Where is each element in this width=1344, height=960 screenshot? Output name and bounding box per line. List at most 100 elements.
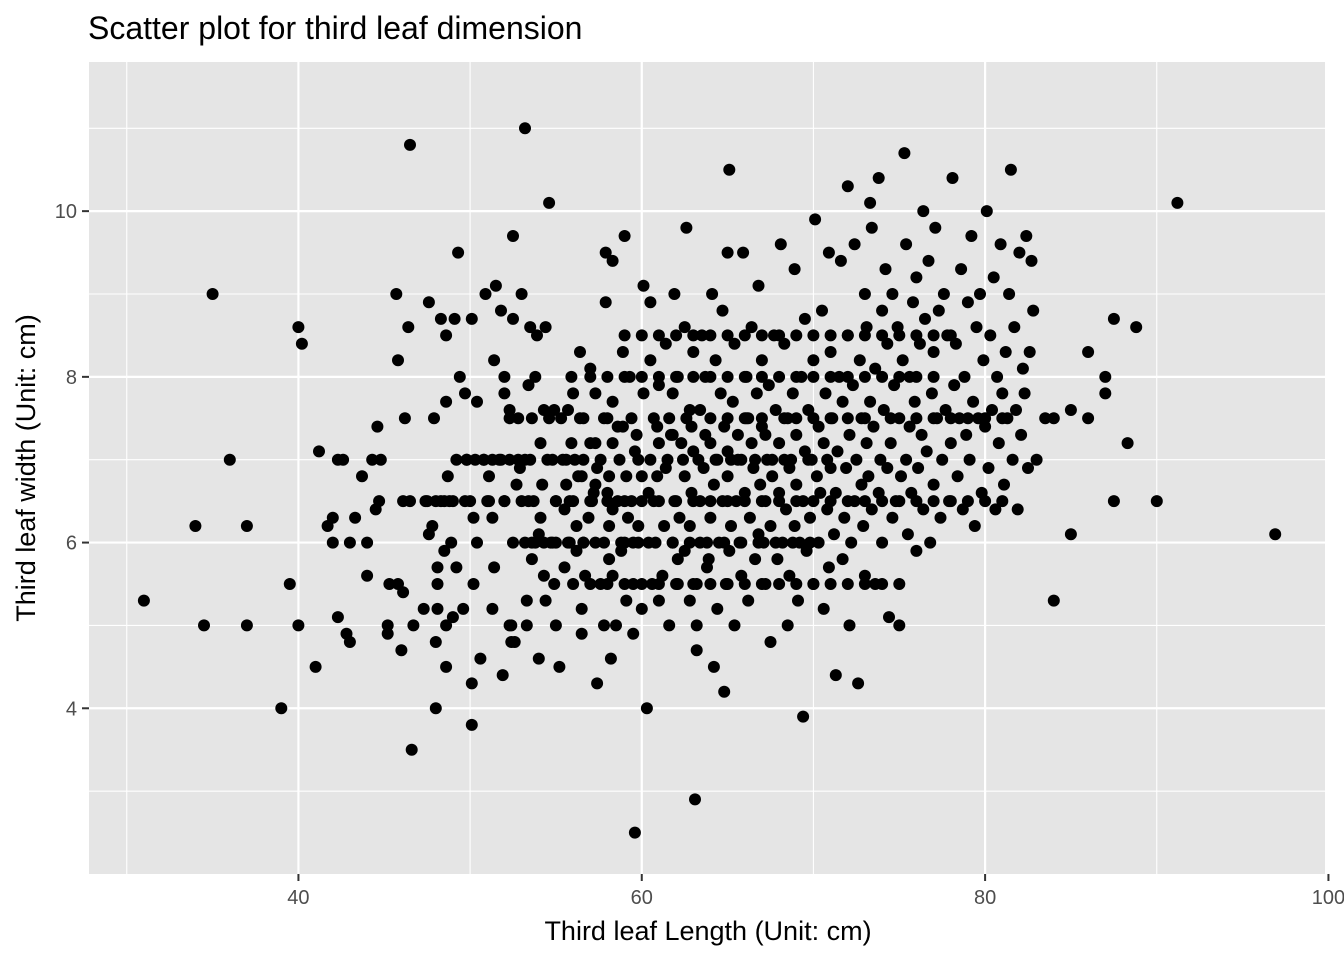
data-point: [292, 321, 305, 334]
data-point: [968, 520, 981, 532]
data-point: [544, 536, 557, 549]
data-point: [283, 578, 296, 590]
data-point: [858, 329, 871, 342]
data-point: [599, 296, 612, 309]
data-point: [448, 312, 461, 325]
data-point: [670, 578, 683, 590]
data-point: [627, 627, 640, 640]
data-point: [934, 511, 947, 524]
data-point: [843, 619, 856, 632]
data-point: [1064, 404, 1077, 416]
data-point: [816, 304, 828, 317]
data-point: [670, 370, 683, 383]
data-point: [1013, 246, 1026, 259]
data-point: [773, 329, 786, 342]
data-point: [711, 602, 724, 615]
data-point: [814, 486, 827, 499]
data-point: [822, 246, 835, 259]
data-point: [872, 172, 885, 184]
data-point: [893, 329, 906, 342]
data-point: [919, 312, 931, 325]
data-point: [915, 428, 928, 441]
data-point: [635, 495, 648, 508]
data-point: [525, 412, 538, 425]
data-point: [591, 677, 604, 690]
data-point: [543, 196, 556, 209]
data-point: [1047, 412, 1060, 425]
data-point: [397, 586, 410, 599]
data-point: [683, 404, 696, 416]
data-point: [606, 254, 619, 267]
data-point: [361, 536, 374, 549]
data-point: [1023, 346, 1036, 358]
data-point: [603, 520, 616, 532]
data-point: [886, 511, 899, 524]
data-point: [582, 511, 595, 524]
data-point: [721, 412, 734, 425]
data-point: [893, 578, 906, 590]
data-point: [1004, 163, 1017, 176]
data-point: [858, 495, 871, 508]
data-point: [910, 370, 923, 383]
data-point: [991, 370, 1004, 383]
data-point: [575, 602, 588, 615]
data-point: [759, 428, 772, 441]
data-point: [666, 428, 679, 441]
data-point: [575, 470, 588, 483]
data-point: [603, 470, 616, 483]
data-point: [1010, 404, 1022, 416]
data-point: [857, 520, 870, 532]
data-point: [618, 495, 631, 508]
data-point: [927, 370, 940, 383]
data-point: [690, 619, 703, 632]
data-point: [924, 536, 937, 549]
data-point: [754, 478, 767, 491]
data-point: [574, 346, 586, 358]
data-point: [755, 412, 768, 425]
data-point: [692, 453, 705, 466]
data-point: [780, 503, 792, 516]
data-point: [745, 437, 758, 450]
data-point: [651, 420, 664, 433]
data-point: [1003, 288, 1016, 300]
data-point: [718, 685, 731, 698]
data-point: [549, 619, 562, 632]
data-point: [1064, 528, 1077, 541]
data-point: [745, 321, 758, 334]
data-point: [786, 536, 799, 549]
data-point: [824, 329, 837, 342]
data-point: [797, 710, 810, 723]
data-point: [824, 346, 837, 358]
data-point: [807, 412, 820, 425]
data-point: [994, 238, 1007, 251]
data-point: [773, 437, 786, 450]
data-point: [721, 246, 734, 259]
data-point: [869, 362, 882, 375]
data-point: [735, 536, 748, 549]
data-point: [855, 478, 868, 491]
data-point: [755, 329, 768, 342]
data-point: [438, 544, 451, 557]
data-point: [598, 536, 610, 549]
data-point: [900, 238, 913, 251]
data-point: [984, 329, 997, 342]
data-point: [635, 370, 648, 383]
data-point: [721, 329, 734, 342]
data-point: [728, 619, 741, 632]
data-point: [829, 669, 842, 682]
data-point: [570, 544, 583, 557]
data-point: [766, 470, 779, 483]
data-point: [762, 379, 775, 392]
data-point: [910, 544, 923, 557]
data-point: [498, 495, 511, 508]
data-point: [663, 412, 676, 425]
data-point: [616, 346, 629, 358]
data-point: [537, 569, 550, 582]
data-point: [326, 536, 339, 549]
data-point: [925, 387, 938, 400]
data-point: [520, 594, 533, 607]
data-point: [589, 536, 602, 549]
data-point: [524, 453, 537, 466]
data-point: [998, 478, 1010, 491]
